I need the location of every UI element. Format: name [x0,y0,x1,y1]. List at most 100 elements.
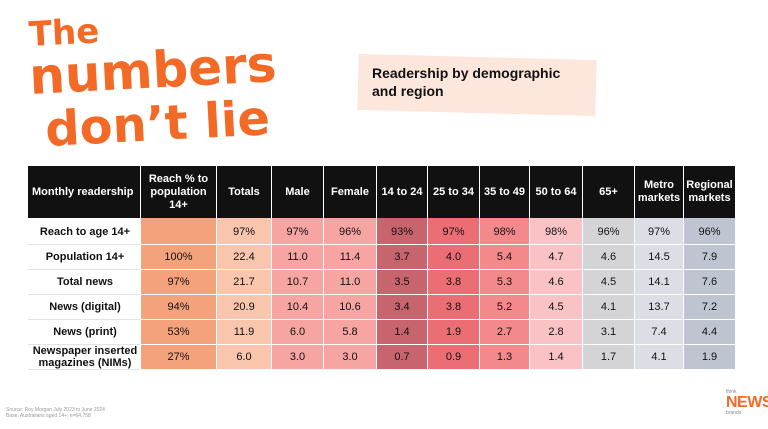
table-cell: 14.1 [635,270,684,295]
table-cell: 21.7 [217,270,272,295]
table-cell: 3.1 [583,320,635,345]
table-cell: 10.6 [324,295,377,320]
table-cell: 1.4 [377,320,428,345]
table-cell: 5.8 [324,320,377,345]
table-cell: 11.0 [272,245,324,270]
table-cell: 3.4 [377,295,428,320]
table-cell: 1.9 [428,320,480,345]
table-cell: 6.0 [217,345,272,370]
table-cell: 6.0 [272,320,324,345]
table-cell: 3.0 [272,345,324,370]
table-row: News (print) 53% 11.9 6.0 5.8 1.4 1.9 2.7 2.8 3.1… [28,320,736,345]
table-cell: 98% [530,218,583,245]
header-cell: Male [272,166,324,218]
table-cell: 5.4 [480,245,530,270]
table-cell: 4.0 [428,245,480,270]
table-row: Reach to age 14+ 97% 97% 96% 93% 97% 98% 98% 96%… [28,218,736,245]
table-cell: 1.3 [480,345,530,370]
table-cell: 93% [377,218,428,245]
header-cell: Regional markets [684,166,736,218]
footnote-base: Base: Australians aged 14+; n=64,758 [6,413,91,419]
table-cell: 4.6 [583,245,635,270]
table-cell: 1.9 [684,345,736,370]
table-cell: 96% [324,218,377,245]
table-cell: 97% [635,218,684,245]
header-row: Monthly readership Reach % to population… [28,166,736,218]
table-cell: 97% [428,218,480,245]
row-label: News (digital) [28,295,141,320]
header-cell: Metro markets [635,166,684,218]
table-cell: 53% [141,320,217,345]
table-cell: 1.7 [583,345,635,370]
table-cell: 7.4 [635,320,684,345]
table-cell: 0.9 [428,345,480,370]
row-label: Total news [28,270,141,295]
table-cell: 7.6 [684,270,736,295]
logo-brands: brands [726,410,742,416]
logo-think: think [726,389,737,395]
table-cell: 10.4 [272,295,324,320]
table-cell: 13.7 [635,295,684,320]
header-cell: 35 to 49 [480,166,530,218]
table-cell: 4.7 [530,245,583,270]
table-cell: 4.6 [530,270,583,295]
table-cell: 4.1 [583,295,635,320]
table-row: Total news 97% 21.7 10.7 11.0 3.5 3.8 5.3 4.6 4.5… [28,270,736,295]
table-cell: 100% [141,245,217,270]
table-subtitle: Readership by demographic and region [372,65,561,99]
newsbrands-logo: think NEWS brands [726,389,768,416]
table-cell: 3.8 [428,295,480,320]
row-label: News (print) [28,320,141,345]
row-label: Population 14+ [28,245,141,270]
hero-title-dont-lie: don’t lie [43,90,272,158]
table-cell: 5.3 [480,270,530,295]
header-cell: Reach % to population 14+ [141,166,217,218]
header-cell: Female [324,166,377,218]
row-label: Newspaper inserted magazines (NIMs) [28,345,141,370]
header-cell: 50 to 64 [530,166,583,218]
table-cell: 4.4 [684,320,736,345]
table-row: Population 14+ 100% 22.4 11.0 11.4 3.7 4.0 5.4 4… [28,245,736,270]
table-cell: 4.5 [530,295,583,320]
table-row: Newspaper inserted magazines (NIMs) 27% 6.… [28,345,736,370]
table-cell: 3.8 [428,270,480,295]
table-cell: 3.7 [377,245,428,270]
table-cell: 2.8 [530,320,583,345]
table-cell: 98% [480,218,530,245]
header-cell: 65+ [583,166,635,218]
table-row: News (digital) 94% 20.9 10.4 10.6 3.4 3.8 5.2 4.… [28,295,736,320]
table-cell: 96% [583,218,635,245]
table-cell: 3.5 [377,270,428,295]
table-cell: 97% [272,218,324,245]
table-cell: 11.9 [217,320,272,345]
table-cell: 4.5 [583,270,635,295]
table-cell: 2.7 [480,320,530,345]
source-footnote: Source: Roy Morgan July 2023 to June 202… [6,407,105,419]
table-cell: 11.0 [324,270,377,295]
table-cell: 11.4 [324,245,377,270]
table-cell: 0.7 [377,345,428,370]
table-cell: 94% [141,295,217,320]
header-cell: Totals [217,166,272,218]
header-cell: 25 to 34 [428,166,480,218]
logo-news: NEWS [726,394,768,411]
table-cell: 7.2 [684,295,736,320]
row-label: Reach to age 14+ [28,218,141,245]
table-cell: 27% [141,345,217,370]
table-cell: 14.5 [635,245,684,270]
table-cell: 5.2 [480,295,530,320]
table-cell [141,218,217,245]
table-cell: 20.9 [217,295,272,320]
table-cell: 10.7 [272,270,324,295]
table-cell: 22.4 [217,245,272,270]
table-cell: 97% [217,218,272,245]
header-cell: 14 to 24 [377,166,428,218]
table-cell: 96% [684,218,736,245]
header-cell: Monthly readership [28,166,141,218]
table-cell: 3.0 [324,345,377,370]
table-cell: 97% [141,270,217,295]
footnote-source: Source: Roy Morgan July 2023 to June 202… [6,407,105,413]
table-cell: 1.4 [530,345,583,370]
table-cell: 7.9 [684,245,736,270]
table-cell: 4.1 [635,345,684,370]
